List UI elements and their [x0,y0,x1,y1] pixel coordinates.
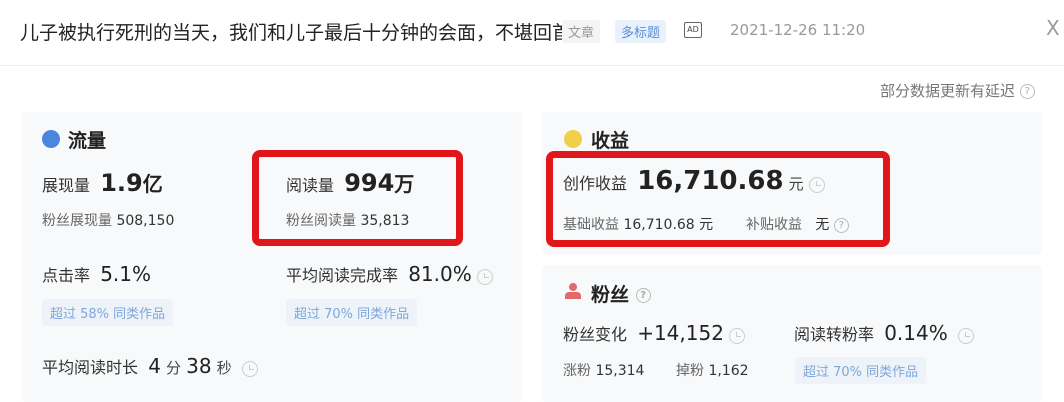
traffic-card [22,112,522,402]
traffic-title: 流量 [68,130,107,152]
subsidy-income-label: 补贴收益 [746,217,802,233]
fans-gain-label: 涨粉 [563,363,591,379]
fans-change-label: 粉丝变化 [563,325,628,344]
fans-gain-value: 15,314 [595,363,645,379]
coin-icon [564,130,582,148]
creation-income-label: 创作收益 [563,174,628,193]
fans-change-value: +14,152 [637,321,724,345]
income-highlight-box [546,151,890,247]
reads-highlight-box [252,150,463,246]
fan-impressions-value: 508,150 [116,213,175,229]
completion-badge: 超过 70% 同类作品 [286,299,418,326]
reads-label: 阅读量 [286,176,335,195]
article-title: 儿子被执行死刑的当天，我们和儿子最后十分钟的会面，不堪回首 [20,22,572,44]
clock-icon[interactable] [957,327,974,344]
traffic-icon [42,130,60,148]
income-card [542,112,1042,255]
clock-icon[interactable] [808,176,825,193]
ad-icon: AD [684,22,702,38]
help-icon[interactable]: ? [635,288,651,303]
conversion-value: 0.14% [884,321,948,345]
completion-value: 81.0% [408,262,472,286]
type-tag: 文章 [562,20,601,43]
delay-notice-text: 部分数据更新有延迟 [880,82,1016,100]
conversion-label: 阅读转粉率 [794,325,875,344]
help-icon[interactable]: ? [833,217,849,233]
fans-loss-value: 1,162 [708,363,749,379]
duration-min-unit: 分 [166,359,182,377]
fans-loss-label: 掉粉 [676,363,704,379]
duration-sec: 38 [186,354,212,378]
divider [0,65,1064,66]
impressions-value: 1.9 [100,169,143,197]
user-icon [565,283,581,299]
reads-unit: 万 [394,172,415,196]
clock-icon[interactable] [241,360,258,377]
duration-sec-unit: 秒 [216,359,232,377]
publish-date: 2021-12-26 11:20 [730,21,866,39]
reads-value: 994 [344,169,395,197]
duration-min: 4 [148,354,161,378]
clock-icon[interactable] [476,268,493,285]
base-income-label: 基础收益 [563,217,619,233]
clock-icon[interactable] [729,327,746,344]
conversion-badge: 超过 70% 同类作品 [795,357,927,384]
completion-label: 平均阅读完成率 [286,266,399,285]
creation-income-unit: 元 [788,175,804,193]
close-button[interactable]: X [1046,16,1060,40]
delay-notice: 部分数据更新有延迟 ? [880,80,1035,101]
fan-impressions-label: 粉丝展现量 [42,213,112,229]
ctr-badge: 超过 58% 同类作品 [42,299,174,326]
subsidy-income-value: 无 [815,217,830,233]
fan-reads-label: 粉丝阅读量 [286,213,356,229]
impressions: 展现量 1.9亿 [42,168,163,197]
help-icon[interactable]: ? [1019,84,1035,99]
creation-income-value: 16,710.68 [637,166,784,196]
impressions-label: 展现量 [42,176,91,195]
income-title: 收益 [591,130,630,152]
multi-title-tag[interactable]: 多标题 [615,20,667,43]
fan-reads-value: 35,813 [360,213,410,229]
duration-label: 平均阅读时长 [42,358,139,377]
impressions-unit: 亿 [142,172,163,196]
fans-title: 粉丝 [591,284,630,306]
ctr-value: 5.1% [100,262,151,286]
base-income-value: 16,710.68 元 [623,217,714,233]
ctr-label: 点击率 [42,266,91,285]
